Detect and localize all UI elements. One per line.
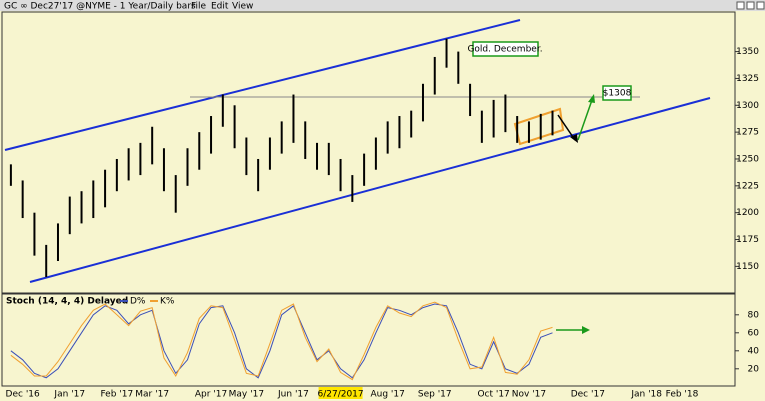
y-tick-label: 1325 bbox=[736, 74, 759, 84]
y-tick-label: 1275 bbox=[736, 128, 759, 138]
y-tick-label: 1225 bbox=[736, 181, 759, 191]
x-tick-label: Nov '17 bbox=[512, 390, 546, 400]
legend-label: D% bbox=[130, 297, 146, 307]
y-tick-label: 1175 bbox=[736, 235, 759, 245]
x-tick-label: Jan '18 bbox=[630, 390, 662, 400]
arrow bbox=[577, 99, 593, 141]
stoch-panel bbox=[1, 293, 736, 387]
channel-line bbox=[29, 97, 711, 283]
y-tick-label: 1300 bbox=[736, 101, 759, 111]
y-tick-label: 20 bbox=[748, 364, 760, 374]
y-tick-label: 80 bbox=[748, 310, 760, 320]
stoch-line bbox=[10, 303, 553, 379]
window-button[interactable] bbox=[736, 1, 745, 10]
x-tick-label: Feb '17 bbox=[100, 390, 133, 400]
arrow-head bbox=[570, 134, 578, 143]
y-tick-label: 1250 bbox=[736, 154, 759, 164]
annotation: Gold. December. bbox=[467, 45, 542, 55]
x-tick-label: Feb '18 bbox=[666, 390, 699, 400]
x-tick-label: Jan '17 bbox=[53, 390, 85, 400]
panel-title: Stoch (14, 4, 4) Delayed bbox=[6, 297, 128, 307]
x-tick-label: Apr '17 bbox=[195, 390, 227, 400]
y-tick-label: 1150 bbox=[736, 262, 759, 272]
x-tick-label: Mar '17 bbox=[135, 390, 169, 400]
x-tick-label: May '17 bbox=[229, 390, 264, 400]
x-tick-label: Sep '17 bbox=[418, 390, 452, 400]
window-button[interactable] bbox=[746, 1, 755, 10]
x-tick-label: Aug '17 bbox=[370, 390, 404, 400]
channel-line bbox=[4, 19, 521, 151]
x-tick-label: Oct '17 bbox=[477, 390, 509, 400]
window-title: GC ∞ Dec27'17 @NYME - 1 Year/Daily bars bbox=[4, 2, 196, 12]
y-tick-label: 40 bbox=[748, 346, 760, 356]
annotation-box bbox=[472, 41, 539, 57]
stoch-line bbox=[10, 301, 553, 381]
title-bar bbox=[0, 0, 765, 11]
cursor-date-highlight bbox=[318, 387, 363, 399]
arrow bbox=[557, 114, 576, 141]
menu-item[interactable]: File bbox=[191, 2, 207, 12]
menu-item[interactable]: Edit bbox=[211, 2, 229, 12]
flag bbox=[513, 107, 565, 146]
x-tick-label: Dec '17 bbox=[571, 390, 605, 400]
x-tick-label: 6/27/2017 bbox=[317, 390, 363, 400]
menu-item[interactable]: View bbox=[232, 2, 253, 12]
annotation-box bbox=[602, 85, 632, 101]
annotation: $1308 bbox=[603, 89, 632, 99]
arrow-head bbox=[582, 326, 590, 334]
y-tick-label: 1350 bbox=[736, 47, 759, 57]
x-tick-label: Dec '16 bbox=[6, 390, 40, 400]
window-button[interactable] bbox=[756, 1, 765, 10]
legend-label: K% bbox=[160, 297, 175, 307]
y-tick-label: 1200 bbox=[736, 208, 759, 218]
arrow-head bbox=[588, 94, 595, 103]
y-tick-label: 60 bbox=[748, 328, 760, 338]
price-panel bbox=[1, 11, 736, 294]
x-tick-label: Jun '17 bbox=[277, 390, 309, 400]
